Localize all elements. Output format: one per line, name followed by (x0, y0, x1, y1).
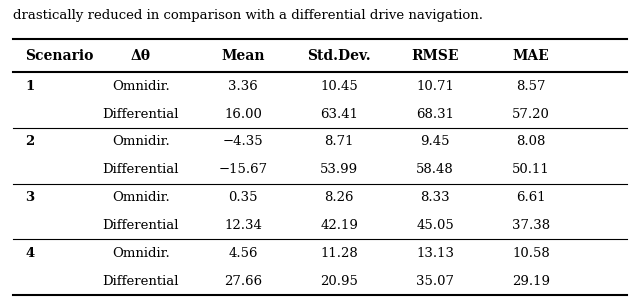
Text: Δθ: Δθ (131, 49, 151, 63)
Text: Scenario: Scenario (26, 49, 94, 63)
Text: 8.57: 8.57 (516, 80, 546, 93)
Text: 10.45: 10.45 (321, 80, 358, 93)
Text: RMSE: RMSE (412, 49, 459, 63)
Text: 11.28: 11.28 (321, 247, 358, 260)
Text: 9.45: 9.45 (420, 135, 450, 148)
Text: 13.13: 13.13 (416, 247, 454, 260)
Text: Omnidir.: Omnidir. (112, 191, 170, 204)
Text: −15.67: −15.67 (219, 163, 268, 176)
Text: Omnidir.: Omnidir. (112, 135, 170, 148)
Text: Differential: Differential (102, 275, 179, 287)
Text: 0.35: 0.35 (228, 191, 258, 204)
Text: 35.07: 35.07 (416, 275, 454, 287)
Text: 3: 3 (26, 191, 35, 204)
Text: 10.71: 10.71 (416, 80, 454, 93)
Text: Std.Dev.: Std.Dev. (307, 49, 371, 63)
Text: 57.20: 57.20 (512, 108, 550, 121)
Text: 29.19: 29.19 (512, 275, 550, 287)
Text: Mean: Mean (221, 49, 265, 63)
Text: 4: 4 (26, 247, 35, 260)
Text: 1: 1 (26, 80, 35, 93)
Text: −4.35: −4.35 (223, 135, 264, 148)
Text: 2: 2 (26, 135, 35, 148)
Text: 45.05: 45.05 (417, 219, 454, 232)
Text: 6.61: 6.61 (516, 191, 546, 204)
Text: 4.56: 4.56 (228, 247, 258, 260)
Text: Differential: Differential (102, 219, 179, 232)
Text: Differential: Differential (102, 163, 179, 176)
Text: 58.48: 58.48 (417, 163, 454, 176)
Text: 68.31: 68.31 (416, 108, 454, 121)
Text: MAE: MAE (513, 49, 550, 63)
Text: 8.33: 8.33 (420, 191, 450, 204)
Text: 42.19: 42.19 (320, 219, 358, 232)
Text: Differential: Differential (102, 108, 179, 121)
Text: 27.66: 27.66 (224, 275, 262, 287)
Text: 50.11: 50.11 (513, 163, 550, 176)
Text: 12.34: 12.34 (224, 219, 262, 232)
Text: drastically reduced in comparison with a differential drive navigation.: drastically reduced in comparison with a… (13, 9, 483, 22)
Text: 20.95: 20.95 (320, 275, 358, 287)
Text: 8.26: 8.26 (324, 191, 354, 204)
Text: Omnidir.: Omnidir. (112, 247, 170, 260)
Text: 8.08: 8.08 (516, 135, 546, 148)
Text: Omnidir.: Omnidir. (112, 80, 170, 93)
Text: 3.36: 3.36 (228, 80, 258, 93)
Text: 37.38: 37.38 (512, 219, 550, 232)
Text: 53.99: 53.99 (320, 163, 358, 176)
Text: 10.58: 10.58 (513, 247, 550, 260)
Text: 63.41: 63.41 (320, 108, 358, 121)
Text: 16.00: 16.00 (224, 108, 262, 121)
Text: 8.71: 8.71 (324, 135, 354, 148)
